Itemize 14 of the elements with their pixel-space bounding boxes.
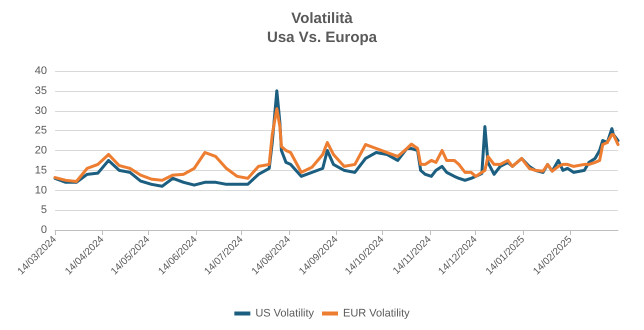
legend-label: EUR Volatility: [343, 308, 410, 320]
y-tick-label: 10: [34, 184, 47, 196]
line-series: [54, 107, 620, 184]
chart-subtitle: Usa Vs. Europa: [266, 29, 378, 46]
legend-label: US Volatility: [255, 308, 315, 320]
y-tick-label: 0: [40, 224, 47, 236]
y-tick-label: 20: [34, 144, 47, 156]
y-tick-label: 15: [34, 164, 47, 176]
y-tick-label: 30: [34, 104, 47, 117]
y-tick-label: 25: [34, 124, 47, 137]
y-tick-label: 40: [34, 65, 47, 77]
chart-title: Volatilità: [291, 10, 354, 27]
y-tick-label: 35: [34, 84, 47, 97]
y-tick-label: 5: [40, 204, 47, 216]
